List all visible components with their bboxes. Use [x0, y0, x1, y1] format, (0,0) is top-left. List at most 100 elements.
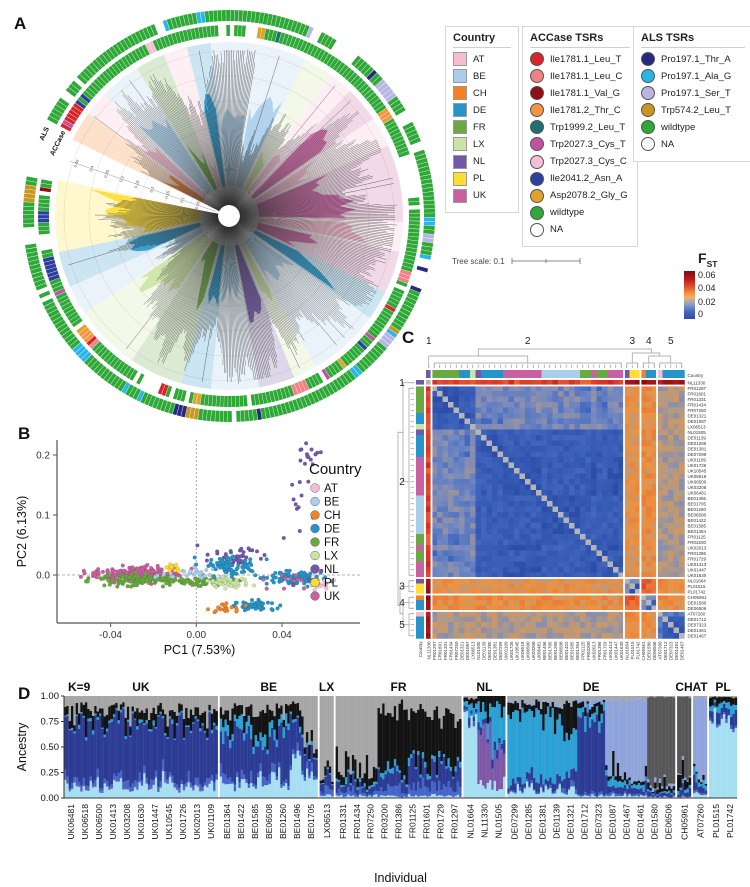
individual-label: DE01381: [537, 804, 547, 840]
legend-swatch-icon: [453, 52, 467, 66]
individual-label: DE01712: [579, 804, 589, 840]
legend-swatch-icon: [453, 86, 467, 101]
heatmap-row-label: PL01515: [688, 584, 707, 589]
legend-item-Trp574.2_Leu_T: Trp574.2_Leu_T: [641, 103, 745, 118]
legend-item-label: Trp1999.2_Leu_T: [550, 121, 626, 133]
legend-swatch-icon: [453, 171, 467, 186]
heatmap-col-label: UK06500: [526, 641, 531, 660]
x-tick-label: 0.04: [272, 630, 292, 641]
pca-legend-label: FR: [324, 537, 339, 549]
legend-item-label: Ile2041.2_Asn_A: [550, 173, 623, 185]
heatmap-col-label: DE01087: [465, 641, 470, 660]
legend-item-label: NA: [661, 138, 675, 150]
individual-label: UK01630: [136, 804, 146, 840]
heatmap-row-label: LX06513: [688, 425, 707, 430]
tree-scale-tick: 0.1: [179, 196, 186, 204]
individual-label: DE06506: [663, 804, 673, 840]
heatmap-row-label: UK02013: [688, 546, 707, 551]
heatmap-col-label: FR01601: [438, 641, 443, 660]
heatmap-row-label: DE01321: [688, 414, 707, 419]
legend-item-NL: NL: [453, 154, 511, 169]
legend-item-label: DE: [473, 104, 487, 116]
legend-item-label: BE: [473, 70, 486, 82]
legend-item-label: NA: [550, 224, 564, 236]
heatmap-col-label: UK06481: [537, 641, 542, 660]
heatmap-row-label: UK01726: [688, 463, 707, 468]
row-cluster-label: 1: [399, 378, 405, 389]
individual-label: NL11330: [480, 804, 490, 838]
legend-swatch-icon: [530, 205, 544, 220]
legend-item-label: Pro197.1_Thr_A: [661, 53, 731, 65]
heatmap-col-label: BE01585: [570, 641, 575, 660]
individual-label: UK06518: [80, 804, 90, 840]
panel-b-label: B: [18, 424, 31, 443]
legend-item-label: Trp2027.3_Cys_C: [550, 156, 627, 168]
individual-label: FR01434: [352, 804, 362, 839]
admixture-ancestry-plot: 1.00 0.75 0.50 0.25 0.00 Ancestry K=9 UK BE LX FR N…: [15, 680, 738, 885]
heatmap-row-label: FR03200: [688, 540, 707, 545]
heatmap-col-label: UK10545: [515, 641, 520, 660]
individual-label: DE07299: [510, 804, 520, 840]
fst-colorbar: FST 0.06 0.04 0.02 0: [684, 250, 744, 319]
heatmap-row-label: FR01386: [688, 551, 707, 556]
country-group-label: LX: [319, 680, 334, 694]
heatmap-row-label: DE01580: [688, 601, 707, 606]
legend-item-Ile1781.1_Leu_T: Ile1781.1_Leu_T: [530, 52, 630, 66]
heatmap-col-label: UK01726: [509, 641, 514, 660]
legend-item-Trp2027.3_Cys_T: Trp2027.3_Cys_T: [530, 137, 630, 152]
legend-item-NA: NA: [641, 137, 745, 152]
heatmap-row-label: CH05961: [688, 595, 708, 600]
pca-legend-label: BE: [324, 496, 340, 508]
legend-swatch-icon: [530, 137, 544, 152]
legend-item-label: wildtype: [550, 207, 585, 219]
heatmap-row-label: DE07299: [688, 452, 707, 457]
individual-label: UK01109: [206, 804, 216, 839]
heatmap-col-label: DE01580: [647, 641, 652, 660]
heatmap-row-label: DE01381: [688, 447, 707, 452]
row-cluster-label: 2: [399, 477, 405, 488]
pca-legend-title: Country: [309, 461, 362, 478]
legend-swatch-icon: [530, 171, 544, 186]
legend-item-label: wildtype: [661, 121, 696, 133]
country-group-label: AT: [692, 680, 708, 694]
heatmap-row-label: FR01434: [688, 403, 707, 408]
ancestry-tick-label: 1.00: [41, 691, 60, 702]
individual-label: FR01297: [450, 804, 460, 839]
legend-item-label: CH: [473, 87, 487, 99]
heatmap-col-label: AT07260: [658, 641, 663, 659]
legend-item-CH: CH: [453, 86, 511, 101]
tree-scale-tick: 0.4: [88, 164, 95, 172]
individual-label: UK01413: [108, 804, 118, 840]
country-group-label: PL: [715, 680, 730, 694]
legend-item-label: Pro197.1_Ser_T: [661, 87, 731, 99]
heatmap-col-label: FR07250: [454, 641, 459, 660]
heatmap-row-label: UK10545: [688, 469, 707, 474]
y-tick-label: 0.1: [36, 511, 50, 522]
ancestry-tick-label: 0.50: [41, 742, 60, 753]
legend-swatch-icon: [453, 154, 467, 169]
legend-als-tsrs: ALS TSRs Pro197.1_Thr_A Pro197.1_Ala_G Pro…: [633, 26, 750, 162]
legend-item-Pro197.1_Thr_A: Pro197.1_Thr_A: [641, 52, 745, 66]
circular-phylogenetic-tree: 0.45 0.4 0.35 0.3 0.25 0.2 0.15 0.1 0.05 ALSACCas…: [22, 9, 435, 423]
heatmap-col-label: FR01297: [432, 641, 437, 660]
legend-swatch-icon: [453, 69, 467, 84]
legend-item-label: Ile1781.1_Val_G: [550, 87, 621, 99]
legend-country-title: Country: [453, 32, 511, 48]
ancestry-tick-label: 0.75: [41, 717, 60, 728]
heatmap-col-label: NL11330: [427, 641, 432, 659]
heatmap-col-label: BE06508: [559, 641, 564, 660]
individual-label: FR01386: [394, 804, 404, 839]
heatmap-row-label: UK01447: [688, 568, 707, 573]
tree-scale-tick: 0.25: [133, 179, 141, 189]
legend-item-NA: NA: [530, 222, 630, 237]
heatmap-row-label: NL01664: [688, 579, 707, 584]
heatmap-col-label: DE07323: [669, 641, 674, 660]
individual-label: NL01664: [466, 804, 476, 839]
heatmap-row-label: BE01422: [688, 518, 707, 523]
legend-swatch-icon: [641, 69, 655, 84]
heatmap-col-label: BE01422: [564, 641, 569, 660]
country-group-label: UK: [132, 680, 150, 694]
fst-heatmap: 1122334455CountryNL11330FR01297FR01601FR…: [397, 336, 708, 661]
heatmap-col-label: DE01285: [487, 641, 492, 660]
